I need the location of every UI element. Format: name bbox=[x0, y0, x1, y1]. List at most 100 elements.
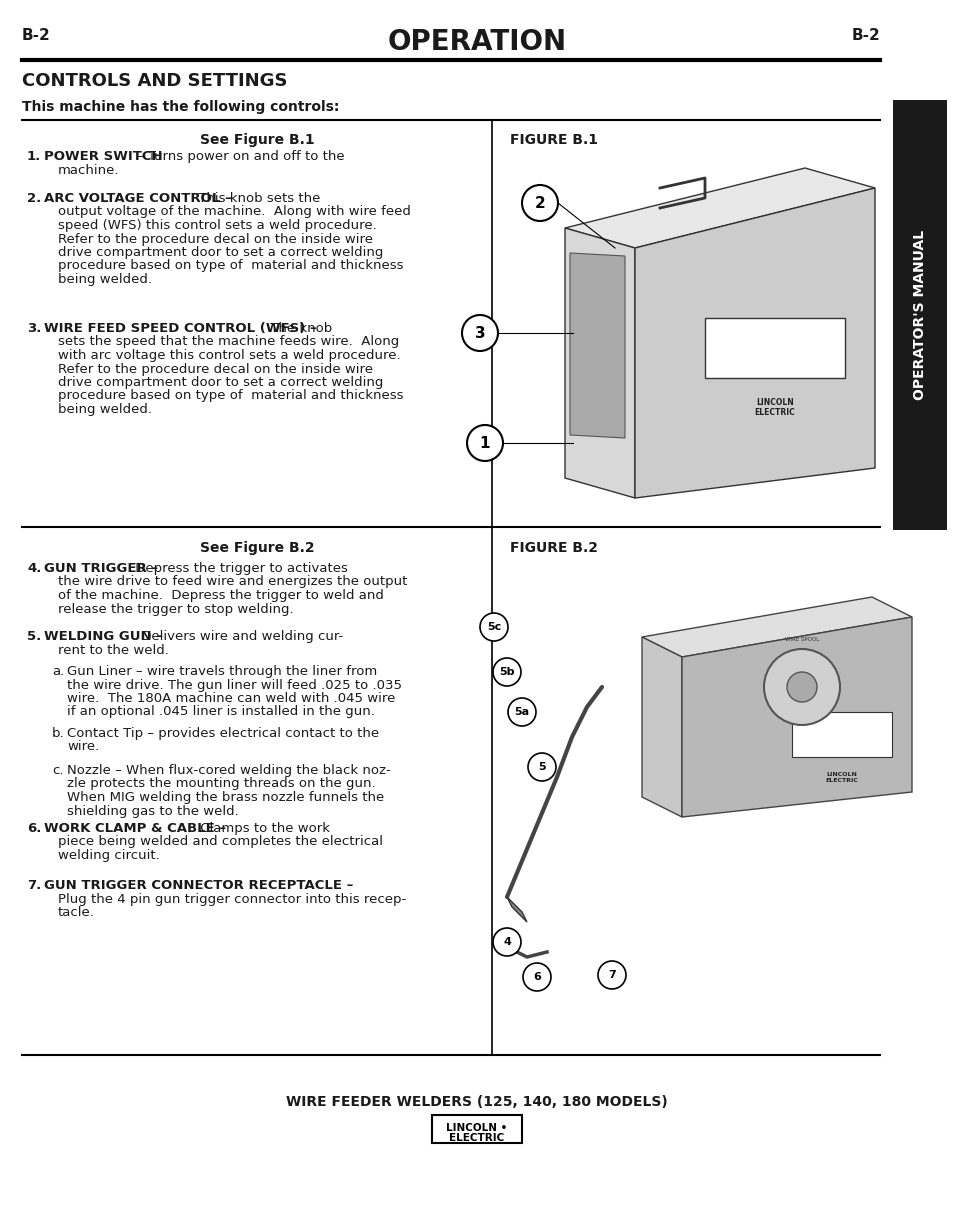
Text: B-2: B-2 bbox=[850, 28, 879, 43]
Text: Plug the 4 pin gun trigger connector into this recep-: Plug the 4 pin gun trigger connector int… bbox=[58, 892, 406, 906]
Circle shape bbox=[786, 672, 816, 702]
Text: Clamps to the work: Clamps to the work bbox=[195, 822, 330, 836]
Text: OPERATOR'S MANUAL: OPERATOR'S MANUAL bbox=[912, 229, 926, 400]
Text: 5b: 5b bbox=[498, 667, 515, 677]
Text: drive compartment door to set a correct welding: drive compartment door to set a correct … bbox=[58, 245, 383, 259]
Circle shape bbox=[598, 961, 625, 989]
Text: 7.: 7. bbox=[27, 879, 41, 892]
Text: being welded.: being welded. bbox=[58, 272, 152, 286]
Text: The knob: The knob bbox=[266, 321, 332, 335]
Circle shape bbox=[479, 614, 507, 640]
Text: WIRE FEEDER WELDERS (125, 140, 180 MODELS): WIRE FEEDER WELDERS (125, 140, 180 MODEL… bbox=[286, 1094, 667, 1109]
Text: b.: b. bbox=[52, 728, 65, 740]
Text: if an optional .045 liner is installed in the gun.: if an optional .045 liner is installed i… bbox=[67, 706, 375, 719]
Polygon shape bbox=[564, 168, 874, 248]
Polygon shape bbox=[681, 617, 911, 817]
Circle shape bbox=[493, 658, 520, 686]
Text: welding circuit.: welding circuit. bbox=[58, 849, 159, 863]
Text: Delivers wire and welding cur-: Delivers wire and welding cur- bbox=[137, 629, 343, 643]
Text: Contact Tip – provides electrical contact to the: Contact Tip – provides electrical contac… bbox=[67, 728, 378, 740]
Text: 5.: 5. bbox=[27, 629, 41, 643]
Text: c.: c. bbox=[52, 764, 64, 777]
Text: – Turns power on and off to the: – Turns power on and off to the bbox=[137, 150, 344, 163]
Text: 1: 1 bbox=[479, 436, 490, 450]
Text: ARC VOLTAGE CONTROL –: ARC VOLTAGE CONTROL – bbox=[44, 191, 232, 205]
Text: 3: 3 bbox=[475, 325, 485, 341]
Circle shape bbox=[467, 425, 502, 461]
Text: 2: 2 bbox=[534, 195, 545, 211]
Text: sets the speed that the machine feeds wire.  Along: sets the speed that the machine feeds wi… bbox=[58, 335, 399, 348]
Text: procedure based on type of  material and thickness: procedure based on type of material and … bbox=[58, 389, 403, 402]
Text: machine.: machine. bbox=[58, 163, 119, 177]
Circle shape bbox=[763, 649, 840, 725]
Bar bbox=[892, 99, 946, 530]
Text: speed (WFS) this control sets a weld procedure.: speed (WFS) this control sets a weld pro… bbox=[58, 218, 376, 232]
Text: 3.: 3. bbox=[27, 321, 41, 335]
Circle shape bbox=[527, 753, 556, 782]
Text: Depress the trigger to activates: Depress the trigger to activates bbox=[131, 562, 348, 575]
Text: a.: a. bbox=[52, 665, 64, 679]
Text: 4: 4 bbox=[502, 937, 511, 947]
Text: ELECTRIC: ELECTRIC bbox=[449, 1133, 504, 1144]
Text: GUN TRIGGER –: GUN TRIGGER – bbox=[44, 562, 158, 575]
Text: See Figure B.1: See Figure B.1 bbox=[199, 133, 314, 147]
Text: POWER SWITCH: POWER SWITCH bbox=[44, 150, 162, 163]
Polygon shape bbox=[635, 188, 874, 498]
Circle shape bbox=[522, 963, 551, 991]
Polygon shape bbox=[506, 897, 526, 921]
Text: 7: 7 bbox=[607, 971, 616, 980]
Text: This knob sets the: This knob sets the bbox=[193, 191, 320, 205]
Text: 5c: 5c bbox=[486, 622, 500, 632]
Text: output voltage of the machine.  Along with wire feed: output voltage of the machine. Along wit… bbox=[58, 205, 411, 218]
Text: zle protects the mounting threads on the gun.: zle protects the mounting threads on the… bbox=[67, 778, 375, 790]
Text: See Figure B.2: See Figure B.2 bbox=[199, 541, 314, 555]
Text: Refer to the procedure decal on the inside wire: Refer to the procedure decal on the insi… bbox=[58, 232, 373, 245]
Text: 6.: 6. bbox=[27, 822, 41, 836]
Text: FIGURE B.1: FIGURE B.1 bbox=[510, 133, 598, 147]
Bar bbox=[504, 148, 874, 521]
Text: B-2: B-2 bbox=[22, 28, 51, 43]
Text: LINCOLN •: LINCOLN • bbox=[446, 1123, 507, 1133]
Text: Gun Liner – wire travels through the liner from: Gun Liner – wire travels through the lin… bbox=[67, 665, 376, 679]
Text: 5a: 5a bbox=[514, 707, 529, 717]
Text: GUN TRIGGER CONNECTOR RECEPTACLE –: GUN TRIGGER CONNECTOR RECEPTACLE – bbox=[44, 879, 353, 892]
Text: LINCOLN
ELECTRIC: LINCOLN ELECTRIC bbox=[754, 398, 795, 417]
Polygon shape bbox=[564, 228, 635, 498]
Text: wire.: wire. bbox=[67, 741, 99, 753]
Text: tacle.: tacle. bbox=[58, 906, 94, 919]
Text: drive compartment door to set a correct welding: drive compartment door to set a correct … bbox=[58, 375, 383, 389]
Text: rent to the weld.: rent to the weld. bbox=[58, 643, 169, 656]
Text: 2.: 2. bbox=[27, 191, 41, 205]
Text: 4.: 4. bbox=[27, 562, 41, 575]
Text: shielding gas to the weld.: shielding gas to the weld. bbox=[67, 805, 238, 817]
Circle shape bbox=[507, 698, 536, 726]
Text: WIRE SPOOL: WIRE SPOOL bbox=[784, 637, 819, 642]
Circle shape bbox=[493, 928, 520, 956]
Text: wire.  The 180A machine can weld with .045 wire: wire. The 180A machine can weld with .04… bbox=[67, 692, 395, 706]
Polygon shape bbox=[641, 598, 911, 656]
Text: FIGURE B.2: FIGURE B.2 bbox=[510, 541, 598, 555]
Text: Refer to the procedure decal on the inside wire: Refer to the procedure decal on the insi… bbox=[58, 362, 373, 375]
Text: 5: 5 bbox=[537, 762, 545, 772]
Text: 1.: 1. bbox=[27, 150, 41, 163]
Bar bbox=[791, 712, 891, 757]
Text: release the trigger to stop welding.: release the trigger to stop welding. bbox=[58, 602, 294, 616]
Text: being welded.: being welded. bbox=[58, 402, 152, 416]
Bar bbox=[501, 557, 874, 1050]
Text: WELDING GUN –: WELDING GUN – bbox=[44, 629, 163, 643]
Text: This machine has the following controls:: This machine has the following controls: bbox=[22, 99, 339, 114]
Polygon shape bbox=[641, 637, 681, 817]
Text: 6: 6 bbox=[533, 972, 540, 982]
Text: the wire drive to feed wire and energizes the output: the wire drive to feed wire and energize… bbox=[58, 575, 407, 589]
Text: WIRE FEED SPEED CONTROL (WFS) –: WIRE FEED SPEED CONTROL (WFS) – bbox=[44, 321, 316, 335]
Text: with arc voltage this control sets a weld procedure.: with arc voltage this control sets a wel… bbox=[58, 348, 400, 362]
Text: procedure based on type of  material and thickness: procedure based on type of material and … bbox=[58, 259, 403, 272]
Text: Nozzle – When flux-cored welding the black noz-: Nozzle – When flux-cored welding the bla… bbox=[67, 764, 391, 777]
Bar bbox=[432, 1115, 521, 1144]
Text: When MIG welding the brass nozzle funnels the: When MIG welding the brass nozzle funnel… bbox=[67, 791, 384, 804]
Text: of the machine.  Depress the trigger to weld and: of the machine. Depress the trigger to w… bbox=[58, 589, 383, 602]
Text: OPERATION: OPERATION bbox=[387, 28, 566, 56]
Text: WORK CLAMP & CABLE –: WORK CLAMP & CABLE – bbox=[44, 822, 226, 836]
Text: the wire drive. The gun liner will feed .025 to .035: the wire drive. The gun liner will feed … bbox=[67, 679, 401, 692]
Polygon shape bbox=[569, 253, 624, 438]
